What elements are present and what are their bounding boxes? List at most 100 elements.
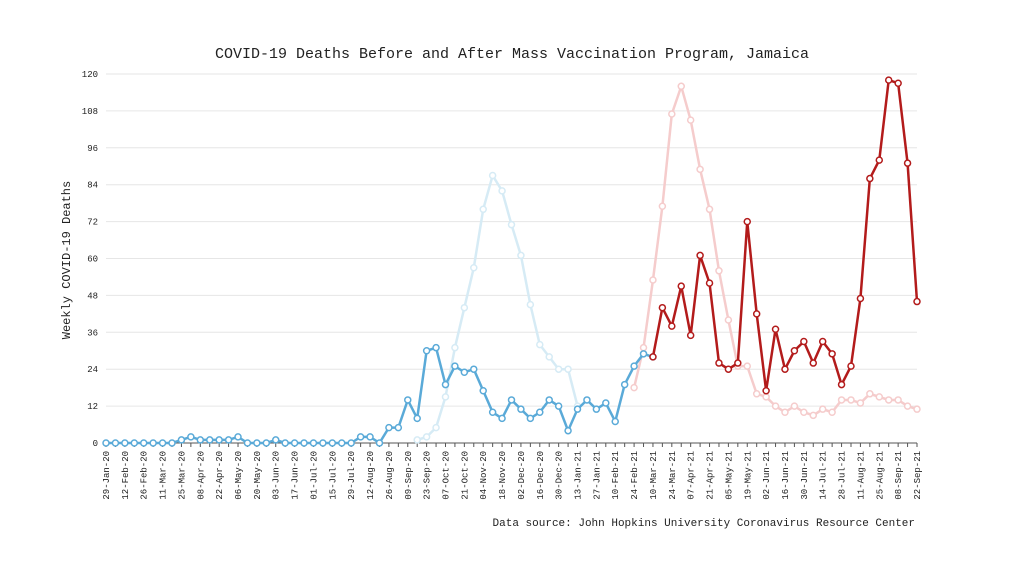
data-point [196, 436, 205, 444]
data-point [432, 423, 440, 432]
data-point [319, 439, 327, 447]
data-point [658, 303, 667, 312]
x-tick-label: 16-Dec-20 [536, 451, 546, 500]
data-point [677, 82, 685, 91]
data-point [470, 263, 478, 272]
data-point [564, 365, 572, 373]
data-point [903, 402, 912, 410]
data-point [649, 353, 657, 361]
data-point [583, 396, 591, 404]
x-tick-label: 12-Feb-20 [121, 451, 131, 500]
data-point [441, 393, 450, 401]
x-tick-label: 25-Mar-20 [177, 451, 187, 500]
data-point [884, 396, 893, 404]
data-point [187, 433, 195, 441]
data-point [526, 300, 535, 309]
y-tick-label: 36 [87, 328, 98, 338]
data-point [724, 316, 733, 324]
x-tick-label: 10-Mar-21 [649, 451, 659, 500]
x-tick-label: 23-Sep-20 [423, 451, 433, 500]
data-point [856, 399, 865, 407]
data-point [488, 171, 497, 180]
data-point [724, 365, 733, 373]
x-tick-label: 05-May-21 [724, 451, 734, 500]
data-point [149, 439, 157, 447]
data-point [809, 359, 818, 367]
data-point [686, 116, 695, 124]
data-point [432, 343, 440, 352]
data-point [300, 439, 308, 447]
data-point [460, 368, 469, 377]
data-point [639, 350, 648, 358]
data-point [856, 294, 865, 303]
data-point [460, 303, 469, 312]
data-point [243, 439, 252, 447]
x-tick-label: 27-Jan-21 [592, 451, 602, 500]
data-point [847, 396, 855, 404]
x-tick-label: 13-Jan-21 [574, 451, 584, 500]
data-point [121, 439, 129, 447]
data-point [762, 393, 770, 401]
x-tick-label: 17-Jun-20 [291, 451, 301, 500]
data-point [413, 436, 421, 444]
data-point [347, 439, 355, 447]
y-tick-label: 0 [93, 439, 98, 449]
data-point [451, 362, 459, 370]
data-point [168, 439, 176, 447]
y-tick-label: 108 [82, 107, 98, 117]
data-point [734, 359, 742, 367]
x-tick-label: 11-Mar-20 [159, 451, 169, 500]
y-tick-label: 60 [87, 255, 98, 265]
data-point [894, 396, 902, 404]
data-point [781, 408, 789, 416]
data-point [818, 405, 827, 413]
data-point [517, 405, 525, 413]
x-tick-label: 22-Sep-21 [913, 451, 923, 500]
data-point [234, 433, 242, 441]
data-point [743, 362, 752, 370]
data-point [564, 426, 572, 435]
x-tick-label: 03-Jun-20 [272, 451, 282, 500]
data-point [215, 436, 223, 444]
data-point [658, 202, 667, 210]
data-point [102, 439, 110, 447]
data-point [696, 165, 704, 174]
data-point [507, 220, 516, 229]
data-point [705, 205, 714, 214]
data-point [592, 405, 601, 413]
x-tick-label: 07-Oct-20 [441, 451, 451, 500]
data-point [875, 156, 884, 164]
x-tick-label: 15-Jul-20 [328, 451, 338, 500]
data-point [630, 383, 638, 392]
data-point [356, 433, 365, 441]
x-tick-label: 12-Aug-20 [366, 451, 376, 500]
data-point [639, 343, 648, 352]
data-point [752, 310, 761, 318]
data-point [536, 408, 544, 416]
data-point [479, 205, 487, 214]
x-tick-label: 07-Apr-21 [687, 451, 697, 500]
data-point [630, 362, 638, 370]
data-point [913, 405, 921, 413]
data-point [743, 217, 752, 226]
data-point [422, 433, 431, 441]
data-point [262, 439, 271, 447]
data-point [828, 408, 836, 416]
data-point [290, 439, 299, 447]
data-point [800, 337, 808, 346]
x-tick-label: 24-Mar-21 [668, 451, 678, 500]
x-tick-label: 22-Apr-20 [215, 451, 225, 500]
y-tick-label: 120 [82, 70, 98, 80]
data-point [139, 439, 148, 447]
x-tick-label: 08-Sep-21 [894, 451, 904, 500]
data-point [205, 436, 214, 444]
data-point [715, 267, 723, 275]
x-tick-label: 18-Nov-20 [498, 451, 508, 500]
x-tick-label: 01-Jul-20 [309, 451, 319, 500]
x-tick-label: 21-Oct-20 [460, 451, 470, 500]
x-tick-label: 11-Aug-21 [856, 451, 866, 500]
data-point [177, 436, 186, 444]
data-point [394, 423, 403, 432]
x-tick-label: 20-May-20 [253, 451, 263, 500]
data-point [328, 439, 337, 447]
